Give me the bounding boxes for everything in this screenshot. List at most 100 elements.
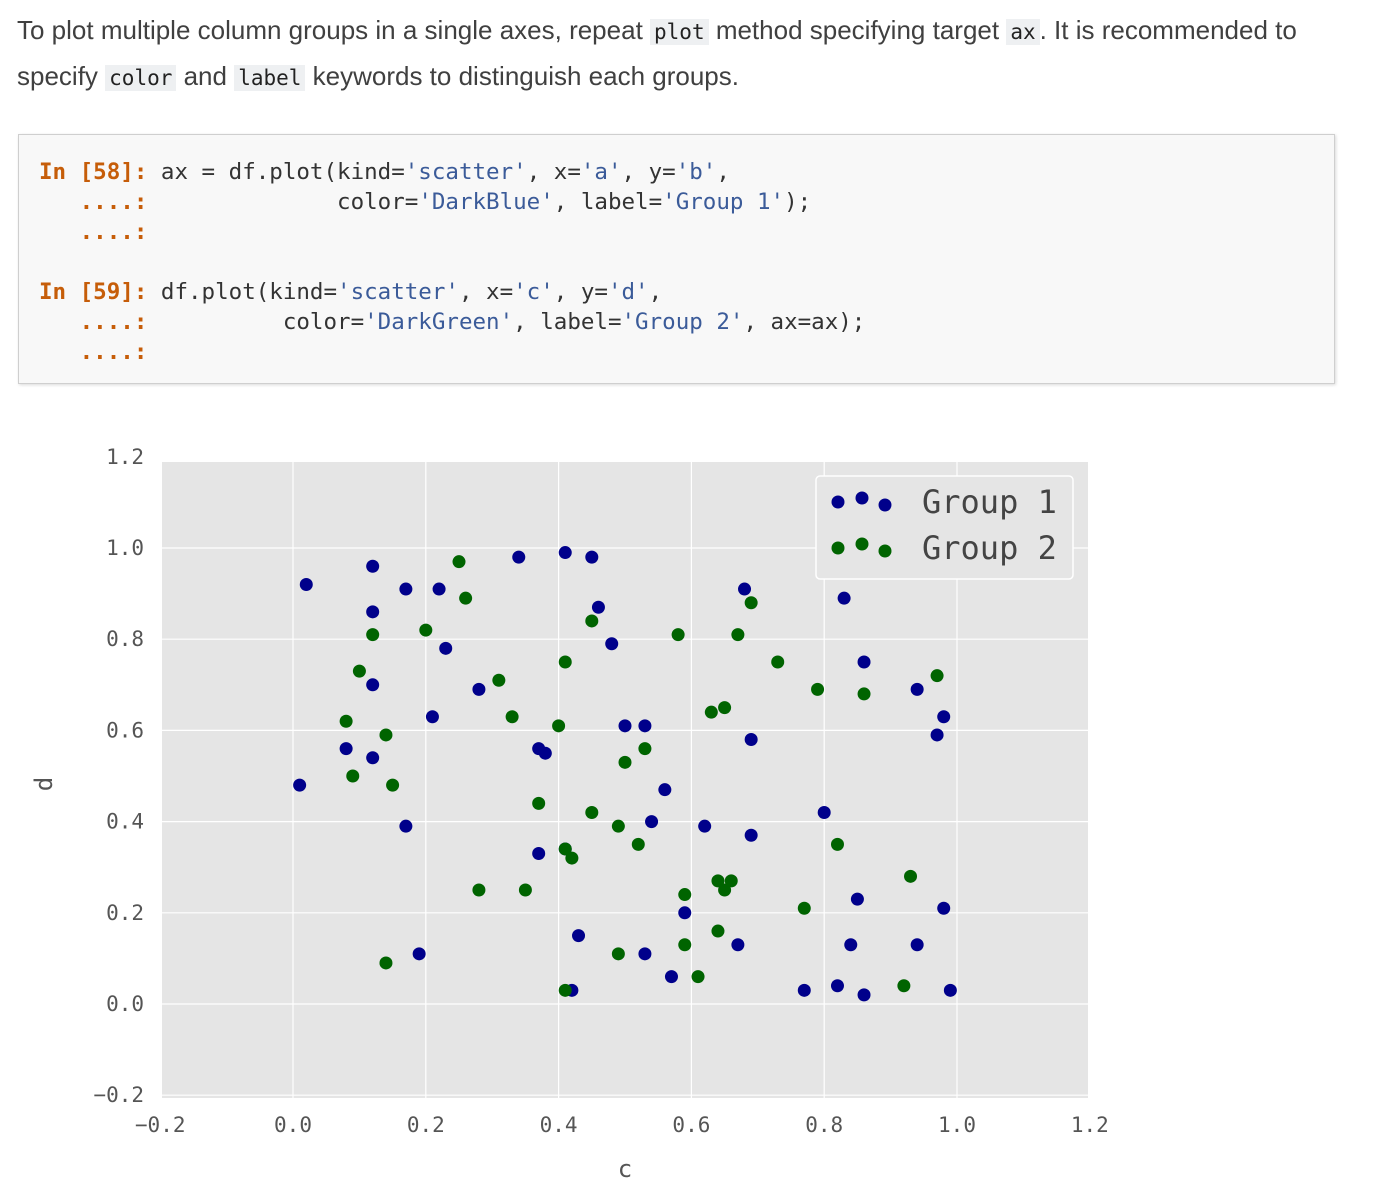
legend-marker — [831, 541, 845, 555]
scatter-point — [366, 605, 380, 619]
y-tick-label: 0.8 — [106, 627, 144, 651]
legend-marker — [878, 498, 892, 512]
x-tick-label: 0.0 — [274, 1113, 312, 1137]
scatter-point — [439, 641, 453, 655]
scatter-point — [366, 628, 380, 642]
x-tick-label: 1.2 — [1071, 1113, 1109, 1137]
code-string: 'c' — [513, 279, 554, 305]
code-text: ); — [784, 189, 812, 215]
data-points — [293, 546, 957, 1002]
inline-code-plot: plot — [650, 19, 709, 45]
scatter-point — [432, 582, 446, 596]
y-tick-label: 0.4 — [106, 810, 144, 834]
y-axis-label: d — [30, 777, 58, 791]
code-listing: In [58]: ax = df.plot(kind='scatter', x=… — [39, 157, 865, 367]
scatter-point — [558, 546, 572, 560]
scatter-point — [937, 901, 951, 915]
scatter-point — [817, 805, 831, 819]
scatter-point — [565, 851, 579, 865]
x-tick-label: 0.8 — [805, 1113, 843, 1137]
scatter-point — [591, 600, 605, 614]
code-text: , ax=ax); — [743, 309, 866, 335]
scatter-point — [857, 988, 871, 1002]
code-text: , — [716, 159, 730, 185]
y-tick-label: 1.2 — [106, 445, 144, 469]
scatter-point — [532, 796, 546, 810]
code-string: 'd' — [607, 279, 649, 305]
code-string: 'Group 1' — [662, 189, 785, 215]
scatter-point — [797, 901, 811, 915]
scatter-point — [678, 888, 692, 902]
scatter-point — [532, 847, 546, 861]
continuation-prompt: ....: — [79, 339, 148, 365]
scatter-point — [937, 710, 951, 724]
scatter-point — [399, 582, 413, 596]
scatter-point — [645, 815, 659, 829]
scatter-point — [339, 742, 353, 756]
code-text: color= — [147, 189, 419, 215]
scatter-point — [731, 938, 745, 952]
scatter-point — [558, 655, 572, 669]
scatter-point — [797, 983, 811, 997]
y-tick-labels: −0.2 0.0 0.2 0.4 0.6 0.8 1.0 1.2 — [93, 445, 144, 1107]
scatter-point — [366, 559, 380, 573]
prompt-in-58: In [58]: — [39, 159, 148, 185]
scatter-point — [664, 970, 678, 984]
y-tick-label: 0.6 — [106, 718, 144, 742]
scatter-point — [512, 550, 526, 564]
code-string: 'Group 2' — [621, 309, 744, 335]
legend-marker — [878, 544, 892, 558]
scatter-point — [724, 874, 738, 888]
legend-markers — [831, 491, 892, 558]
scatter-point — [472, 883, 486, 897]
scatter-point — [910, 682, 924, 696]
scatter-point — [704, 705, 718, 719]
scatter-point — [698, 819, 712, 833]
code-text: df.plot(kind= — [147, 279, 338, 305]
legend-label-group-1: Group 1 — [922, 483, 1057, 521]
scatter-point — [425, 710, 439, 724]
scatter-point — [558, 842, 572, 856]
y-tick-label: 1.0 — [106, 536, 144, 560]
scatter-point — [585, 614, 599, 628]
scatter-point — [731, 628, 745, 642]
x-tick-labels: −0.2 0.0 0.2 0.4 0.6 0.8 1.0 1.2 — [135, 1113, 1109, 1137]
scatter-point — [379, 728, 393, 742]
legend-label-group-2: Group 2 — [922, 529, 1057, 567]
scatter-point — [419, 623, 433, 637]
scatter-point — [386, 778, 400, 792]
legend: Group 1 Group 2 — [815, 475, 1074, 580]
legend-marker — [831, 495, 845, 509]
code-string: 'DarkGreen' — [364, 309, 514, 335]
scatter-point — [379, 956, 393, 970]
scatter-point — [678, 906, 692, 920]
scatter-point — [671, 628, 685, 642]
continuation-prompt: ....: — [79, 309, 148, 335]
scatter-point — [930, 669, 944, 683]
inline-code-label: label — [234, 65, 306, 91]
code-text: , — [648, 279, 663, 305]
prompt-in-59: In [59]: — [39, 279, 148, 305]
code-text: color= — [147, 309, 365, 335]
scatter-point — [452, 555, 466, 569]
scatter-point — [904, 869, 918, 883]
y-tick-label: −0.2 — [93, 1083, 144, 1107]
scatter-point — [830, 979, 844, 993]
scatter-point — [857, 687, 871, 701]
x-tick-label: 0.6 — [672, 1113, 710, 1137]
x-tick-label: 0.4 — [540, 1113, 578, 1137]
scatter-point — [857, 655, 871, 669]
scatter-point — [492, 673, 506, 687]
code-text: , label= — [553, 189, 663, 215]
x-tick-label: −0.2 — [135, 1113, 186, 1137]
scatter-point — [943, 983, 957, 997]
x-tick-label: 1.0 — [938, 1113, 976, 1137]
code-text: , label= — [513, 309, 622, 335]
x-axis-label: c — [618, 1155, 632, 1183]
scatter-point — [691, 970, 705, 984]
scatter-point — [711, 874, 725, 888]
scatter-point — [638, 947, 652, 961]
y-tick-label: 0.0 — [106, 992, 144, 1016]
code-text: , y= — [553, 279, 608, 305]
scatter-point — [930, 728, 944, 742]
